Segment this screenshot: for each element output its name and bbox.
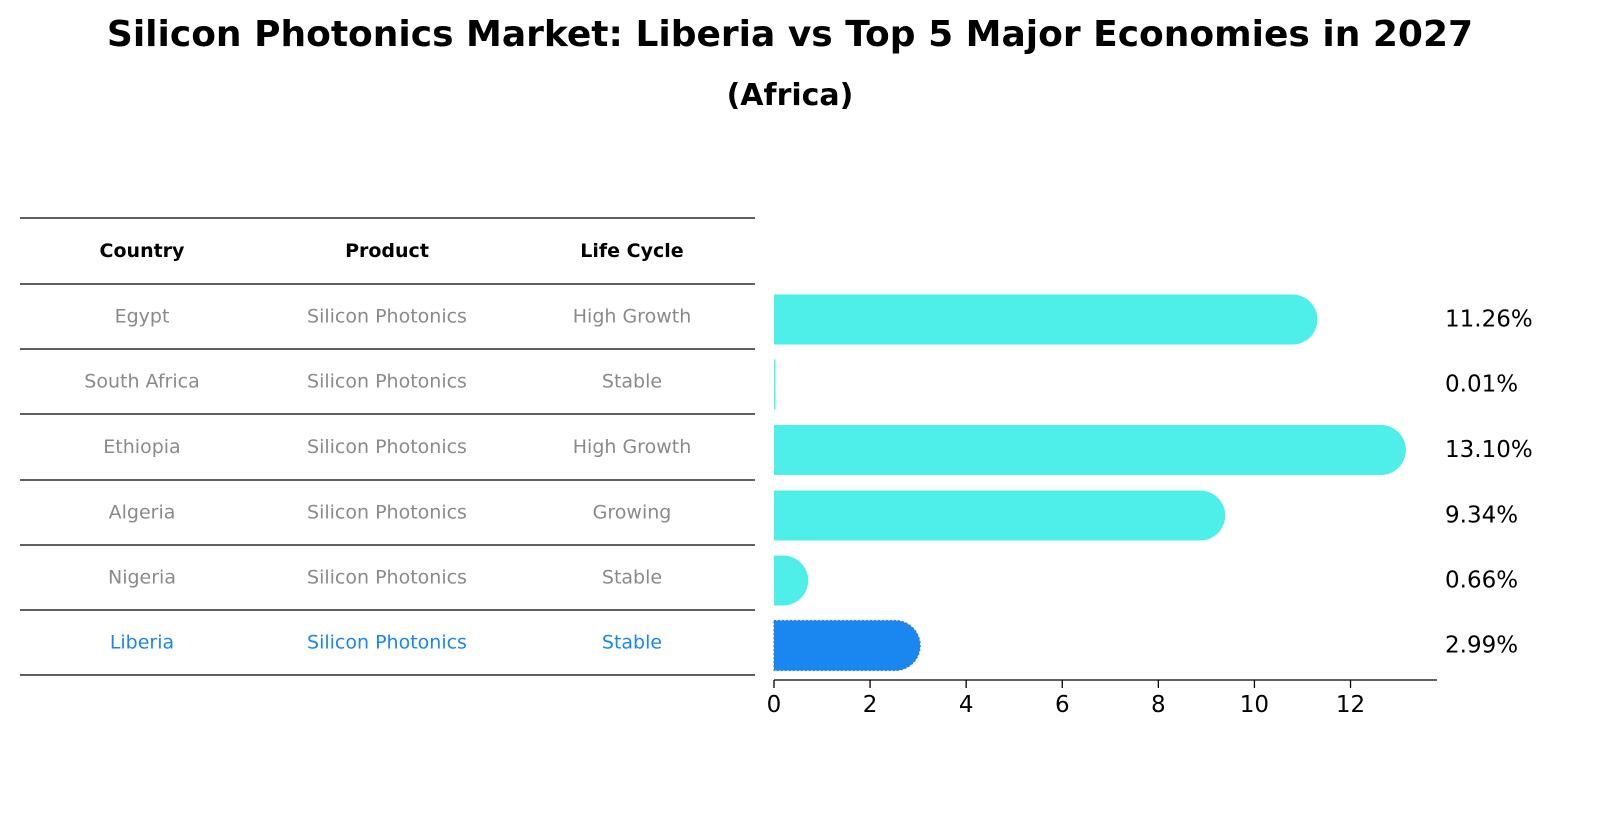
- table-cell: Silicon Photonics: [307, 306, 467, 328]
- chart-subtitle: (Africa): [726, 78, 854, 113]
- bar-value-label: 13.10%: [1445, 437, 1533, 463]
- table-cell: Ethiopia: [103, 436, 180, 458]
- table-cell: Stable: [602, 371, 662, 393]
- table-cell: Silicon Photonics: [307, 632, 467, 654]
- table-cell: Silicon Photonics: [307, 371, 467, 393]
- table-cell: South Africa: [84, 371, 199, 393]
- data-table: Country Product Life Cycle Egypt Silicon Pho…: [20, 217, 755, 676]
- table-cell: Growing: [593, 502, 672, 524]
- table-cell: High Growth: [573, 306, 691, 328]
- bar-value-label: 0.01%: [1445, 372, 1518, 398]
- bar-egypt: [774, 294, 1318, 345]
- table-cell: Nigeria: [108, 567, 176, 589]
- bar-nigeria: [774, 555, 809, 606]
- table-cell: High Growth: [573, 436, 691, 458]
- chart-title: Silicon Photonics Market: Liberia vs Top…: [106, 14, 1474, 55]
- bar-algeria: [774, 490, 1226, 541]
- table-header-cell: Product: [345, 240, 429, 262]
- table-cell: Algeria: [109, 502, 176, 524]
- x-tick-label: 2: [863, 692, 878, 718]
- bar-value-label: 9.34%: [1445, 503, 1518, 529]
- bar-value-label: 2.99%: [1445, 633, 1518, 659]
- table-cell: Stable: [602, 632, 662, 654]
- table-cell: Silicon Photonics: [307, 436, 467, 458]
- table-cell: Silicon Photonics: [307, 567, 467, 589]
- table-cell: Egypt: [115, 306, 170, 328]
- x-tick-label: 12: [1336, 692, 1365, 718]
- x-tick-label: 4: [959, 692, 974, 718]
- bar-south-africa: [774, 359, 776, 410]
- table-header-cell: Life Cycle: [580, 240, 683, 262]
- x-tick-label: 10: [1240, 692, 1269, 718]
- x-tick-label: 6: [1055, 692, 1070, 718]
- table-cell: Silicon Photonics: [307, 502, 467, 524]
- bar-liberia: [774, 620, 921, 671]
- x-tick-label: 8: [1151, 692, 1166, 718]
- table-cell: Liberia: [110, 632, 174, 654]
- x-axis: 0 2 4 6 8 10 12: [767, 679, 1437, 718]
- bar-value-label: 0.66%: [1445, 568, 1518, 594]
- x-tick-label: 0: [767, 692, 782, 718]
- bar-chart: 11.26% 0.01% 13.10% 9.34% 0.66% 2.99%: [773, 294, 1533, 672]
- bar-highlight-outline: [773, 619, 921, 672]
- bar-ethiopia: [774, 425, 1406, 475]
- table-cell: Stable: [602, 567, 662, 589]
- table-header-cell: Country: [100, 240, 186, 262]
- bar-value-label: 11.26%: [1445, 307, 1533, 333]
